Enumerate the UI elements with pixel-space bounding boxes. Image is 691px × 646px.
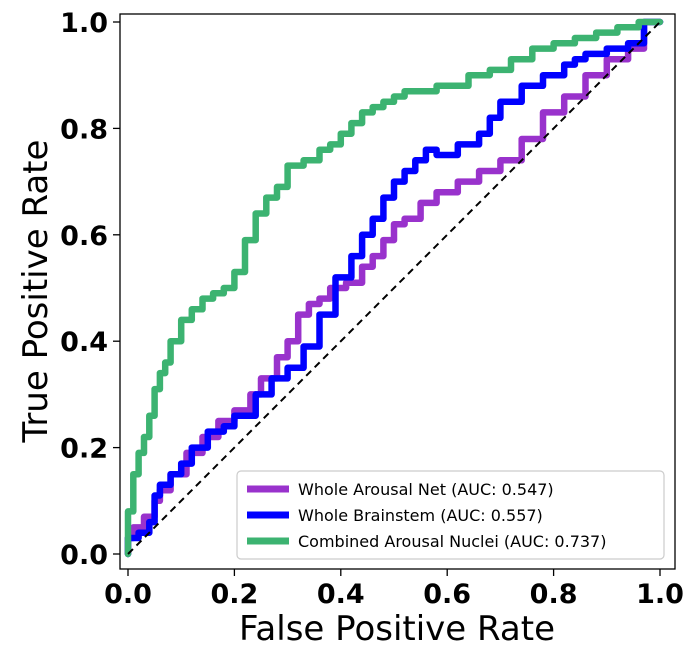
y-axis-label: True Positive Rate [16,140,56,444]
series-line-2 [124,18,664,558]
y-tick-label: 1.0 [60,8,108,39]
y-axis: 0.0 0.2 0.4 0.6 0.8 1.0 [60,8,120,571]
x-axis: 0.0 0.2 0.4 0.6 0.8 1.0 [104,569,684,610]
x-tick-label: 0.6 [423,579,471,610]
x-tick-label: 0.4 [317,579,365,610]
chance-diagonal [127,21,661,555]
legend-label-1: Whole Arousal Net (AUC: 0.547) [298,480,554,499]
x-tick-label: 0.2 [210,579,258,610]
legend-box [236,470,665,560]
series-line-1 [124,18,664,558]
legend-label-2: Whole Brainstem (AUC: 0.557) [298,506,543,525]
y-tick-label: 0.0 [60,540,108,571]
x-axis-label: False Positive Rate [239,609,555,646]
legend: Whole Arousal Net (AUC: 0.547) Whole Brai… [236,470,665,560]
y-tick-label: 0.2 [60,434,108,465]
series-layer [124,18,664,558]
x-tick-label: 0.8 [530,579,578,610]
y-tick-label: 0.8 [60,114,108,145]
plot-frame [119,13,676,570]
series-line-3 [124,18,664,558]
legend-label-3: Combined Arousal Nuclei (AUC: 0.737) [298,532,606,551]
y-tick-label: 0.6 [60,221,108,252]
x-tick-label: 1.0 [636,579,684,610]
x-tick-label: 0.0 [104,579,152,610]
y-tick-label: 0.4 [60,327,108,358]
